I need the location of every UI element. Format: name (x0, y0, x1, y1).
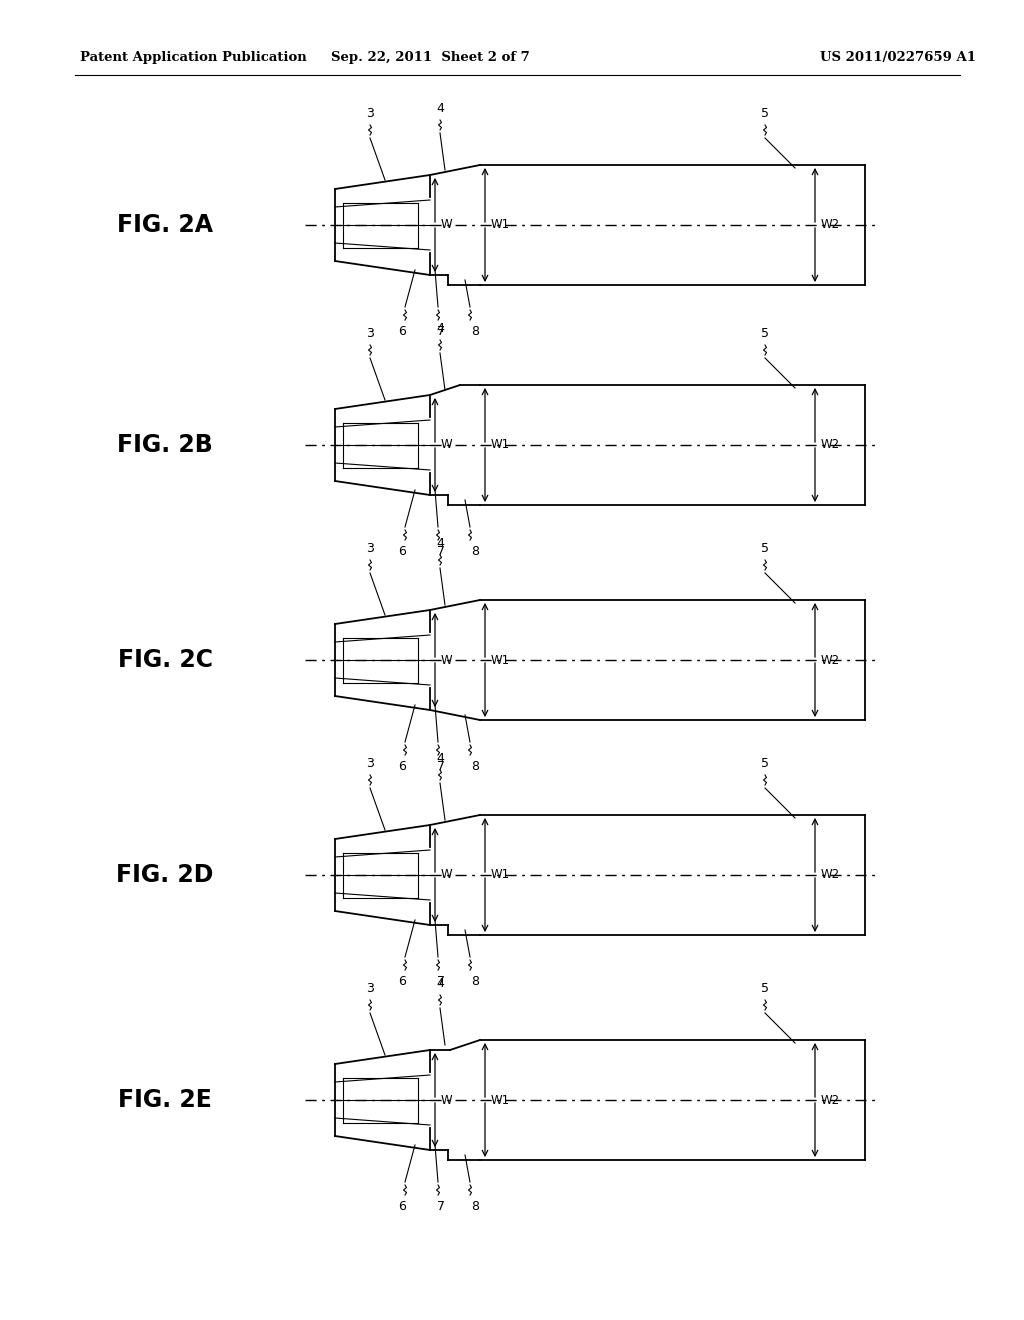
Text: W1: W1 (490, 219, 510, 231)
Text: 4: 4 (436, 537, 444, 550)
Text: 8: 8 (471, 545, 479, 558)
Text: 7: 7 (437, 975, 445, 987)
Text: Patent Application Publication: Patent Application Publication (80, 51, 307, 65)
Text: FIG. 2C: FIG. 2C (118, 648, 213, 672)
Text: 3: 3 (366, 543, 374, 554)
Text: Sep. 22, 2011  Sheet 2 of 7: Sep. 22, 2011 Sheet 2 of 7 (331, 51, 529, 65)
Text: 7: 7 (437, 1200, 445, 1213)
Text: W2: W2 (821, 1093, 840, 1106)
Text: 6: 6 (398, 545, 406, 558)
Text: W2: W2 (821, 438, 840, 451)
Text: 7: 7 (437, 545, 445, 558)
Text: 5: 5 (761, 327, 769, 341)
Text: FIG. 2E: FIG. 2E (118, 1088, 212, 1111)
Text: W: W (441, 1093, 453, 1106)
Text: 5: 5 (761, 756, 769, 770)
Text: 6: 6 (398, 760, 406, 774)
Text: 8: 8 (471, 975, 479, 987)
Text: FIG. 2D: FIG. 2D (117, 863, 214, 887)
Text: W: W (441, 869, 453, 882)
Text: 8: 8 (471, 760, 479, 774)
Text: 3: 3 (366, 982, 374, 995)
Text: 4: 4 (436, 977, 444, 990)
Text: 3: 3 (366, 327, 374, 341)
Text: 5: 5 (761, 107, 769, 120)
Text: W: W (441, 219, 453, 231)
Text: 5: 5 (761, 543, 769, 554)
Text: 6: 6 (398, 325, 406, 338)
Text: W1: W1 (490, 869, 510, 882)
Text: 8: 8 (471, 325, 479, 338)
Text: W1: W1 (490, 653, 510, 667)
Text: 3: 3 (366, 756, 374, 770)
Text: W2: W2 (821, 653, 840, 667)
Text: 8: 8 (471, 1200, 479, 1213)
Text: 4: 4 (436, 752, 444, 766)
Text: 4: 4 (436, 322, 444, 335)
Text: 3: 3 (366, 107, 374, 120)
Text: FIG. 2B: FIG. 2B (117, 433, 213, 457)
Text: US 2011/0227659 A1: US 2011/0227659 A1 (820, 51, 976, 65)
Text: W2: W2 (821, 869, 840, 882)
Text: FIG. 2A: FIG. 2A (117, 213, 213, 238)
Text: 6: 6 (398, 975, 406, 987)
Text: W: W (441, 438, 453, 451)
Text: W1: W1 (490, 438, 510, 451)
Text: W2: W2 (821, 219, 840, 231)
Text: 5: 5 (761, 982, 769, 995)
Text: 7: 7 (437, 325, 445, 338)
Text: W1: W1 (490, 1093, 510, 1106)
Text: 7: 7 (437, 760, 445, 774)
Text: 4: 4 (436, 102, 444, 115)
Text: W: W (441, 653, 453, 667)
Text: 6: 6 (398, 1200, 406, 1213)
